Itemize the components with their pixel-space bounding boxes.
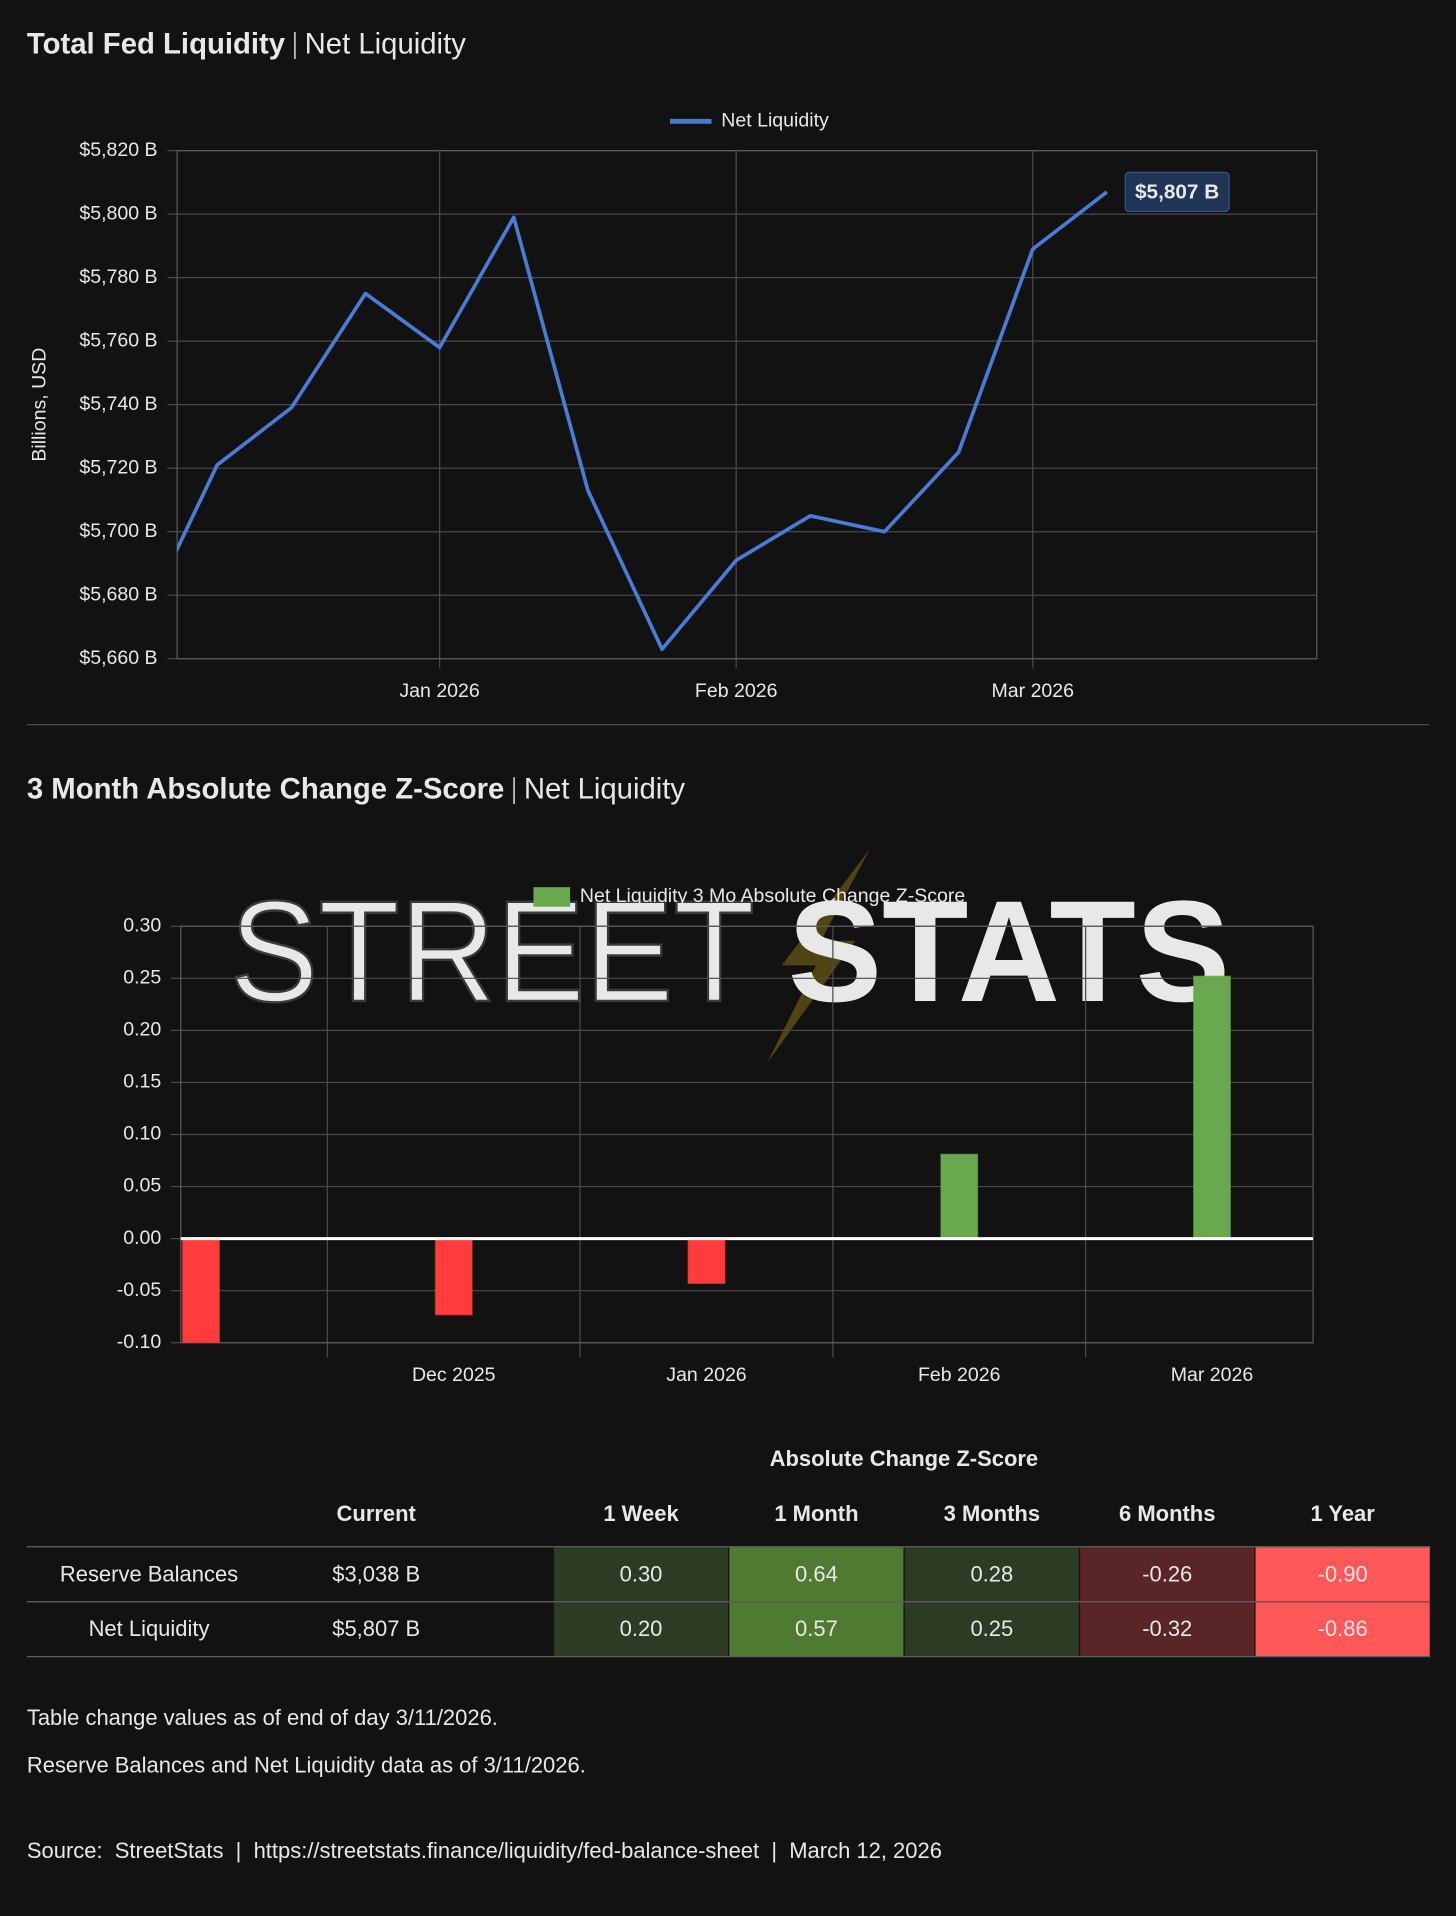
table-cell xyxy=(1254,1601,1431,1658)
legend-swatch xyxy=(533,887,571,907)
row-current: $5,807 B xyxy=(332,1616,420,1641)
row-label: Net Liquidity xyxy=(89,1616,210,1641)
table-cell xyxy=(1254,1546,1431,1603)
table-cell xyxy=(903,1601,1081,1658)
table-cell-value: -0.26 xyxy=(1142,1561,1192,1586)
table-cell-value: 0.64 xyxy=(795,1561,838,1586)
y-tick-label: -0.05 xyxy=(117,1279,162,1301)
x-tick-label: Mar 2026 xyxy=(992,680,1075,702)
table-cell-value: 0.57 xyxy=(795,1616,838,1641)
y-tick-label: 0.00 xyxy=(123,1227,161,1249)
y-tick-label: $5,740 B xyxy=(79,393,157,415)
chart-title: 3 Month Absolute Change Z-Score xyxy=(27,772,504,805)
data-line xyxy=(177,190,1109,652)
y-tick-label: $5,760 B xyxy=(79,329,157,351)
y-tick-label: $5,780 B xyxy=(79,266,157,288)
table-cell-value: -0.86 xyxy=(1318,1616,1368,1641)
table-cell xyxy=(903,1546,1081,1603)
table-column-header: 6 Months xyxy=(1119,1501,1215,1526)
y-tick-label: 0.20 xyxy=(123,1019,161,1041)
x-tick-label: Dec 2025 xyxy=(412,1364,496,1386)
note: Table change values as of end of day 3/1… xyxy=(27,1705,498,1730)
table-cell-value: 0.20 xyxy=(620,1616,663,1641)
table-column-header: 1 Week xyxy=(603,1501,679,1526)
table-cell xyxy=(728,1546,905,1603)
value-label: $5,807 B xyxy=(1135,181,1219,204)
plot-border xyxy=(180,925,1314,1344)
table-column-header: 1 Month xyxy=(774,1501,858,1526)
table-cell-value: -0.90 xyxy=(1318,1561,1368,1586)
chart-subtitle: Net Liquidity xyxy=(305,27,467,60)
bar xyxy=(940,1153,979,1240)
row-current: $3,038 B xyxy=(332,1561,420,1586)
y-tick-label: 0.05 xyxy=(123,1175,161,1197)
y-tick-label: -0.10 xyxy=(117,1331,162,1353)
x-tick-label: Jan 2026 xyxy=(666,1364,746,1386)
note: Reserve Balances and Net Liquidity data … xyxy=(27,1752,586,1777)
y-tick-label: $5,700 B xyxy=(79,520,157,542)
y-tick-label: $5,800 B xyxy=(79,202,157,224)
y-tick-label: $5,720 B xyxy=(79,456,157,478)
table-cell-value: 0.25 xyxy=(970,1616,1013,1641)
y-tick-label: 0.30 xyxy=(123,914,161,936)
table-column-header: Current xyxy=(337,1501,417,1526)
watermark: STATS xyxy=(788,871,1230,1032)
y-tick-label: 0.10 xyxy=(123,1123,161,1145)
legend-label: Net Liquidity xyxy=(721,109,829,131)
y-tick-label: 0.25 xyxy=(123,966,161,988)
table-cell-value: 0.28 xyxy=(970,1561,1013,1586)
table-cell-value: 0.30 xyxy=(620,1561,663,1586)
y-tick-label: $5,820 B xyxy=(79,139,157,161)
table-cell xyxy=(552,1601,730,1658)
bar xyxy=(1193,975,1231,1240)
table-cell xyxy=(728,1601,905,1658)
watermark: STREET xyxy=(230,871,755,1032)
row-label: Reserve Balances xyxy=(60,1561,238,1586)
x-tick-label: Feb 2026 xyxy=(918,1364,1001,1386)
x-tick-label: Mar 2026 xyxy=(1171,1364,1254,1386)
y-tick-label: 0.15 xyxy=(123,1071,161,1093)
x-tick-label: Jan 2026 xyxy=(399,680,479,702)
chart-subtitle: Net Liquidity xyxy=(524,772,686,805)
y-tick-label: $5,660 B xyxy=(79,647,157,669)
table-column-header: 1 Year xyxy=(1310,1501,1375,1526)
legend-label: Net Liquidity 3 Mo Absolute Change Z-Sco… xyxy=(580,885,965,907)
y-axis-label: Billions, USD xyxy=(28,348,50,462)
table-column-header: 3 Months xyxy=(944,1501,1040,1526)
chart-title: Total Fed Liquidity xyxy=(27,27,286,60)
source: Source: StreetStats | https://streetstat… xyxy=(27,1838,942,1863)
bar xyxy=(434,1238,473,1316)
bar xyxy=(687,1238,726,1285)
x-tick-label: Feb 2026 xyxy=(695,680,778,702)
table-cell-value: -0.32 xyxy=(1142,1616,1192,1641)
table-group-header: Absolute Change Z-Score xyxy=(770,1446,1039,1471)
table-cell xyxy=(552,1546,730,1603)
bar xyxy=(182,1238,220,1343)
watermark-bolt xyxy=(767,849,870,1064)
value-label-box xyxy=(1124,171,1230,213)
plot-border xyxy=(176,149,1318,660)
y-tick-label: $5,680 B xyxy=(79,583,157,605)
table-cell xyxy=(1078,1601,1256,1658)
